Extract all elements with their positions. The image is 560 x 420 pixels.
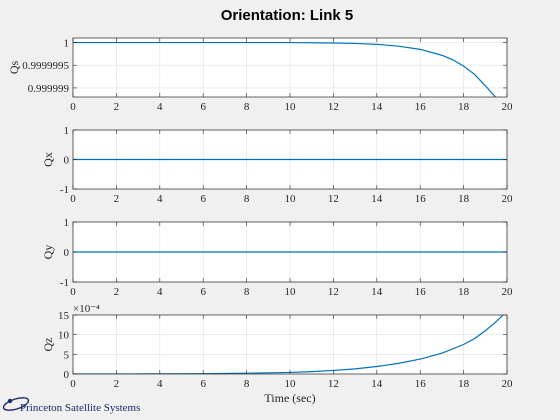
y-axis-label: Qs — [7, 61, 21, 75]
x-tick-label: 16 — [415, 378, 427, 390]
y-tick-label: 15 — [58, 310, 70, 322]
x-tick-label: 10 — [285, 193, 297, 205]
y-tick-label: -1 — [60, 277, 69, 289]
y-axis-label: Qy — [41, 245, 55, 260]
psslogo: Princeton Satellite Systems — [2, 397, 140, 414]
x-tick-label: 20 — [502, 101, 514, 113]
x-tick-label: 20 — [502, 286, 514, 298]
x-tick-label: 16 — [415, 286, 427, 298]
figure-title: Orientation: Link 5 — [221, 7, 354, 24]
x-tick-label: 14 — [371, 193, 383, 205]
y-tick-label: 1 — [64, 217, 70, 229]
axes-box — [72, 221, 508, 283]
x-tick-label: 6 — [200, 101, 206, 113]
y-tick-label: 10 — [58, 330, 70, 342]
x-tick-label: 14 — [371, 286, 383, 298]
axes-box — [72, 37, 508, 98]
x-tick-label: 2 — [114, 378, 120, 390]
subplot-qs: 0 2 4 6 8 10 12 14 16 18 20 0.999999 0.9999995 1 Qs — [7, 37, 514, 113]
x-tick-label: 18 — [458, 286, 470, 298]
x-tick-label: 8 — [244, 378, 250, 390]
x-tick-label: 4 — [157, 286, 163, 298]
axes-box — [72, 129, 508, 190]
x-tick-label: 6 — [200, 378, 206, 390]
x-tick-label: 2 — [114, 286, 120, 298]
x-tick-label: 10 — [285, 101, 297, 113]
x-tick-label: 6 — [200, 286, 206, 298]
x-axis-label: Time (sec) — [264, 391, 315, 405]
x-tick-label: 18 — [458, 193, 470, 205]
x-tick-label: 14 — [371, 101, 383, 113]
x-tick-label: 8 — [244, 193, 250, 205]
x-tick-label: 16 — [415, 193, 427, 205]
x-tick-label: 12 — [328, 378, 339, 390]
logo-mark-icon — [2, 397, 30, 411]
y-tick-label: 0.999999 — [28, 83, 70, 95]
y-tick-label: 0 — [64, 155, 70, 167]
y-axis-label: Qx — [41, 152, 55, 167]
y-tick-label: 0 — [64, 247, 70, 259]
x-tick-label: 4 — [157, 378, 163, 390]
x-tick-label: 18 — [458, 101, 470, 113]
x-tick-label: 10 — [285, 378, 297, 390]
x-tick-label: 6 — [200, 193, 206, 205]
y-axis-label: Qz — [41, 338, 55, 352]
y-tick-label: 0 — [64, 369, 70, 381]
x-tick-label: 18 — [458, 378, 470, 390]
x-tick-label: 2 — [114, 101, 120, 113]
y-tick-label: 1 — [64, 125, 70, 137]
x-tick-label: 14 — [371, 378, 383, 390]
x-tick-label: 0 — [70, 378, 76, 390]
x-tick-label: 10 — [285, 286, 297, 298]
x-tick-label: 0 — [70, 193, 76, 205]
y-tick-label: 1 — [64, 38, 70, 50]
x-tick-label: 12 — [328, 101, 339, 113]
x-tick-label: 8 — [244, 101, 250, 113]
logo-text: Princeton Satellite Systems — [20, 402, 140, 414]
x-tick-label: 2 — [114, 193, 120, 205]
y-tick-label: 5 — [64, 349, 70, 361]
series-line — [73, 41, 497, 97]
x-tick-label: 0 — [70, 286, 76, 298]
x-tick-label: 12 — [328, 193, 339, 205]
x-tick-label: 16 — [415, 101, 427, 113]
x-tick-label: 0 — [70, 101, 76, 113]
x-tick-label: 4 — [157, 193, 163, 205]
axes-box — [72, 314, 508, 375]
x-tick-label: 4 — [157, 101, 163, 113]
y-tick-label: -1 — [60, 184, 69, 196]
subplot-qz: 0 2 4 6 8 10 12 14 16 18 20 0 5 10 15 Qz ×10⁻⁴ Time (sec) — [41, 303, 513, 405]
x-tick-label: 8 — [244, 286, 250, 298]
exponent-label: ×10⁻⁴ — [73, 303, 100, 315]
y-tick-label: 0.9999995 — [22, 60, 69, 72]
x-tick-label: 20 — [502, 378, 514, 390]
x-tick-label: 20 — [502, 193, 514, 205]
x-tick-label: 12 — [328, 286, 339, 298]
